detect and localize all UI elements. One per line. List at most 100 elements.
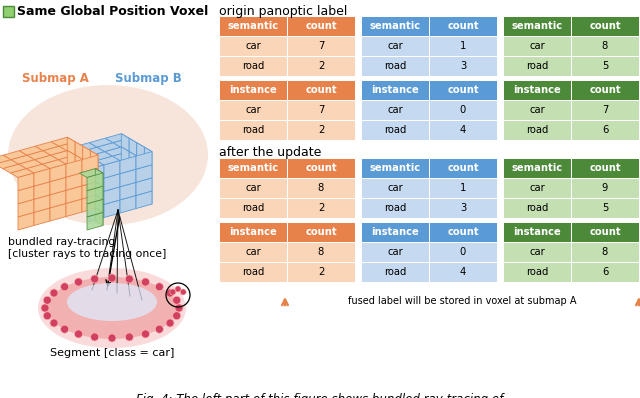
- Bar: [503, 16, 571, 36]
- Circle shape: [91, 275, 99, 283]
- Ellipse shape: [8, 85, 208, 225]
- Text: count: count: [447, 227, 479, 237]
- Polygon shape: [145, 187, 152, 204]
- Text: instance: instance: [229, 85, 277, 95]
- Circle shape: [108, 334, 116, 342]
- Polygon shape: [83, 159, 90, 177]
- Text: 6: 6: [602, 267, 608, 277]
- Polygon shape: [145, 160, 152, 178]
- Polygon shape: [82, 195, 98, 212]
- Text: count: count: [589, 85, 621, 95]
- Circle shape: [173, 296, 180, 304]
- Polygon shape: [58, 147, 81, 156]
- Text: count: count: [447, 163, 479, 173]
- Text: road: road: [526, 125, 548, 135]
- Text: 2: 2: [318, 267, 324, 277]
- Polygon shape: [145, 174, 152, 191]
- Polygon shape: [145, 147, 152, 165]
- Text: car: car: [387, 183, 403, 193]
- Polygon shape: [136, 191, 152, 209]
- Text: semantic: semantic: [227, 21, 278, 31]
- Bar: [361, 222, 429, 242]
- Polygon shape: [88, 165, 104, 183]
- Text: 2: 2: [318, 61, 324, 71]
- Text: 8: 8: [602, 41, 608, 51]
- Bar: [287, 56, 355, 76]
- Polygon shape: [137, 156, 145, 174]
- Polygon shape: [79, 169, 103, 178]
- Polygon shape: [104, 174, 120, 191]
- Circle shape: [125, 275, 133, 283]
- Polygon shape: [105, 134, 129, 142]
- Text: instance: instance: [229, 227, 277, 237]
- Bar: [571, 120, 639, 140]
- Polygon shape: [105, 147, 128, 156]
- Circle shape: [61, 325, 68, 333]
- Polygon shape: [83, 172, 90, 190]
- Polygon shape: [42, 160, 66, 169]
- Text: car: car: [387, 247, 403, 257]
- Polygon shape: [67, 137, 75, 155]
- Circle shape: [44, 296, 51, 304]
- Text: semantic: semantic: [511, 163, 563, 173]
- Polygon shape: [50, 190, 66, 208]
- Bar: [287, 222, 355, 242]
- Bar: [571, 198, 639, 218]
- Polygon shape: [122, 160, 129, 178]
- Text: car: car: [245, 183, 261, 193]
- Polygon shape: [18, 213, 34, 230]
- Text: car: car: [529, 41, 545, 51]
- Polygon shape: [136, 152, 152, 169]
- Text: 7: 7: [602, 105, 608, 115]
- Polygon shape: [120, 169, 136, 187]
- Bar: [219, 120, 287, 140]
- Polygon shape: [50, 177, 66, 195]
- Bar: [219, 80, 287, 100]
- Polygon shape: [129, 164, 137, 182]
- Polygon shape: [137, 142, 145, 160]
- Polygon shape: [87, 186, 103, 204]
- Polygon shape: [113, 152, 136, 160]
- Bar: [503, 36, 571, 56]
- Text: 9: 9: [602, 183, 608, 193]
- Polygon shape: [81, 147, 105, 156]
- Polygon shape: [137, 169, 145, 187]
- Bar: [287, 100, 355, 120]
- Circle shape: [44, 312, 51, 320]
- Text: road: road: [384, 203, 406, 213]
- Text: road: road: [526, 61, 548, 71]
- Polygon shape: [87, 199, 103, 217]
- Polygon shape: [104, 160, 120, 178]
- Polygon shape: [3, 164, 26, 173]
- Bar: [571, 222, 639, 242]
- Polygon shape: [74, 150, 98, 160]
- Polygon shape: [90, 164, 98, 181]
- Text: car: car: [529, 105, 545, 115]
- Text: count: count: [305, 163, 337, 173]
- Text: 5: 5: [602, 203, 608, 213]
- Polygon shape: [35, 142, 59, 150]
- Text: Same Global Position Voxel: Same Global Position Voxel: [17, 5, 208, 18]
- Text: count: count: [447, 21, 479, 31]
- Text: road: road: [242, 203, 264, 213]
- Polygon shape: [75, 181, 83, 199]
- Polygon shape: [26, 164, 50, 173]
- Text: origin panoptic label: origin panoptic label: [219, 5, 348, 18]
- Bar: [429, 36, 497, 56]
- Text: 7: 7: [318, 105, 324, 115]
- Polygon shape: [83, 185, 90, 203]
- Polygon shape: [90, 138, 113, 147]
- Bar: [503, 100, 571, 120]
- Bar: [571, 36, 639, 56]
- Bar: [503, 262, 571, 282]
- Bar: [361, 120, 429, 140]
- Polygon shape: [18, 199, 34, 217]
- Polygon shape: [19, 160, 42, 169]
- Text: 3: 3: [460, 203, 466, 213]
- Bar: [287, 178, 355, 198]
- Bar: [219, 16, 287, 36]
- Text: fused label will be stored in voxel at submap A: fused label will be stored in voxel at s…: [348, 296, 576, 306]
- Text: 5: 5: [602, 61, 608, 71]
- Bar: [503, 178, 571, 198]
- Bar: [503, 242, 571, 262]
